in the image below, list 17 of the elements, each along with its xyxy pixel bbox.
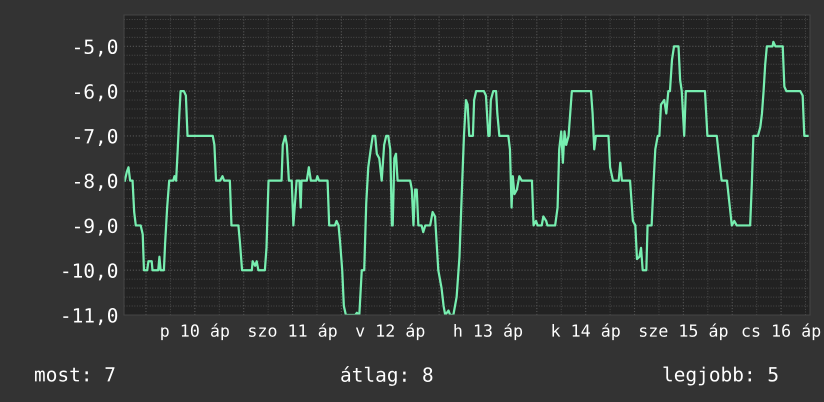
x-tick-label: cs 16 áp bbox=[742, 323, 820, 340]
x-tick-label: k 14 áp bbox=[552, 323, 620, 340]
x-tick-label: p 10 áp bbox=[161, 323, 229, 340]
y-tick-label: -7,0 bbox=[75, 128, 118, 146]
y-tick-label: -6,0 bbox=[75, 84, 118, 102]
y-tick-label: -9,0 bbox=[75, 218, 118, 236]
text: legjobb: 5 bbox=[664, 366, 778, 386]
x-tick-label: szo 11 áp bbox=[249, 323, 337, 340]
y-tick-label: -5,0 bbox=[75, 39, 118, 57]
text: most: 7 bbox=[35, 367, 114, 382]
x-tick-label: v 12 áp bbox=[356, 323, 424, 340]
y-tick-label: -8,0 bbox=[75, 174, 118, 191]
y-tick-label: -11,0 bbox=[63, 308, 118, 326]
text: átlag: 8 bbox=[341, 366, 432, 386]
y-tick-label: -10,0 bbox=[63, 263, 118, 280]
x-tick-label: h 13 áp bbox=[454, 323, 522, 340]
x-tick-label: sze 15 áp bbox=[640, 323, 728, 340]
